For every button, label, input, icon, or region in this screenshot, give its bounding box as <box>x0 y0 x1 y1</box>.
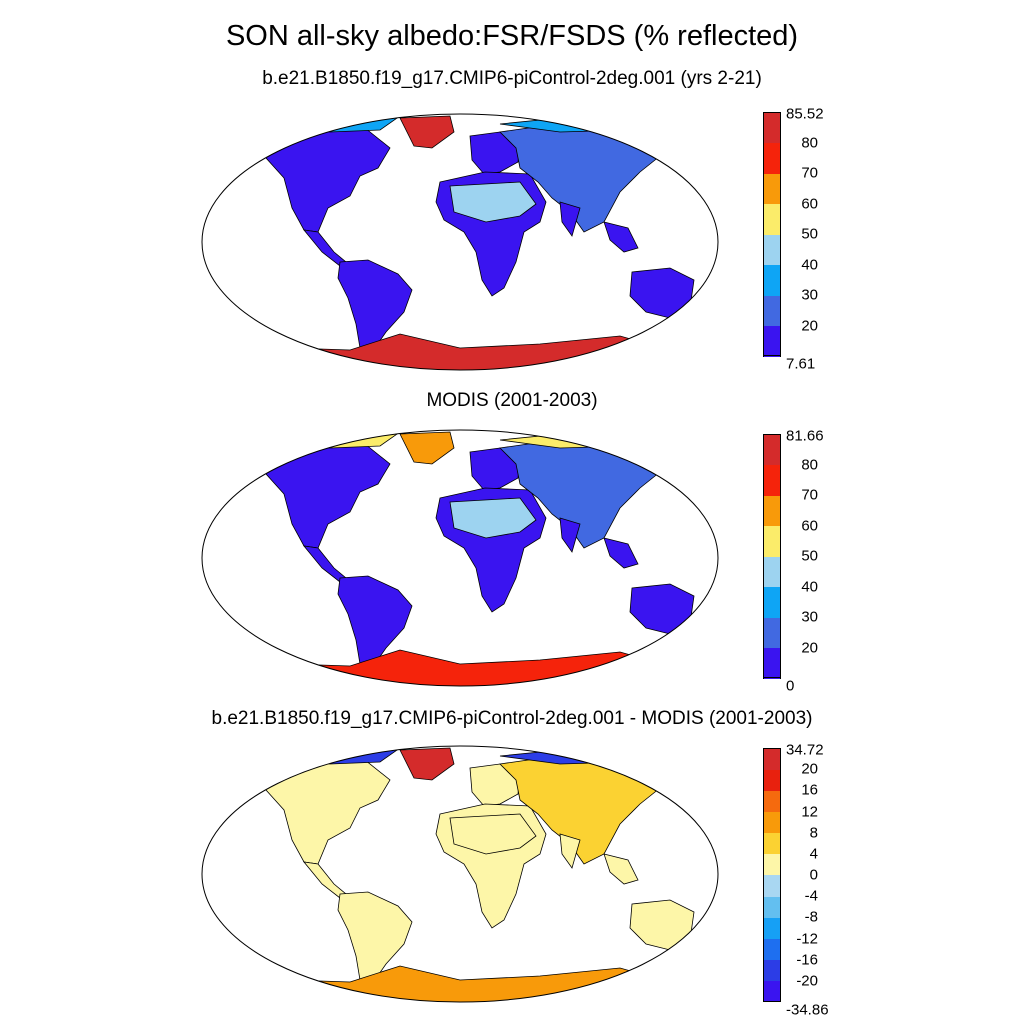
colorbar-tick-label: 60 <box>801 517 818 534</box>
australia <box>629 899 695 951</box>
colorbar-tick-label: 20 <box>801 639 818 656</box>
india <box>559 517 581 553</box>
colorbar-tick-label: 70 <box>801 486 818 504</box>
colorbar-tick-label: -16 <box>796 951 818 969</box>
colorbar-tick-label: 30 <box>801 286 818 304</box>
southeast-asia <box>603 853 639 885</box>
sahara-region <box>449 497 537 539</box>
central-america <box>303 861 347 899</box>
colorbar-tick-label: -4 <box>804 887 818 905</box>
central-america <box>303 229 347 267</box>
colorbar-tick-label: 0 <box>809 866 818 884</box>
panel-1-map <box>201 113 719 371</box>
figure-title: SON all-sky albedo:FSR/FSDS (% reflected… <box>225 20 799 52</box>
colorbar-tick-label: 81.66 <box>786 427 824 445</box>
colorbar-tick-label: -20 <box>796 972 818 990</box>
colorbar-tick-label: 20 <box>801 317 818 334</box>
map-boundary <box>201 745 719 1003</box>
map-boundary <box>201 429 719 687</box>
colorbar-tick-label: 20 <box>801 760 818 778</box>
colorbar-tick-label: 12 <box>801 803 818 820</box>
india <box>559 833 581 869</box>
panel-3-map <box>201 745 719 1003</box>
map-content <box>229 747 701 1002</box>
colorbar-tick-label: 7.61 <box>786 355 816 373</box>
colorbar-tick-label: 50 <box>801 225 818 243</box>
greenland <box>399 115 455 149</box>
colorbar-tick-label: 50 <box>801 547 818 565</box>
panel-2-map <box>201 429 719 687</box>
north-america <box>265 125 391 233</box>
colorbar-tick-label: 34.72 <box>786 741 824 759</box>
australia <box>629 583 695 635</box>
panel-1-colorbar <box>763 112 781 357</box>
colorbar-tick-label: -12 <box>796 930 818 947</box>
colorbar-tick-label: -8 <box>804 908 818 926</box>
panel-2-subtitle: MODIS (2001-2003) <box>426 390 598 411</box>
india <box>559 201 581 237</box>
antarctica <box>229 333 701 370</box>
antarctica <box>229 649 701 686</box>
colorbar-tick-label: -34.86 <box>786 1001 829 1019</box>
central-america <box>303 545 347 583</box>
map-boundary <box>201 113 719 371</box>
colorbar-tick-label: 60 <box>801 195 818 212</box>
colorbar-tick-label: 0 <box>786 677 795 695</box>
north-america <box>265 441 391 549</box>
sahara-region <box>449 181 537 223</box>
colorbar-tick-label: 70 <box>801 164 818 182</box>
greenland <box>399 431 455 465</box>
north-america <box>265 757 391 865</box>
colorbar-tick-label: 40 <box>801 578 818 595</box>
map-content <box>229 431 701 686</box>
southeast-asia <box>603 221 639 253</box>
antarctica <box>229 965 701 1002</box>
colorbar-tick-label: 16 <box>801 781 818 799</box>
panel-1-subtitle: b.e21.B1850.f19_g17.CMIP6-piControl-2deg… <box>262 68 762 89</box>
colorbar-tick-label: 85.52 <box>786 105 824 123</box>
map-content <box>229 115 701 370</box>
colorbar-tick-label: 30 <box>801 608 818 626</box>
panel-3-subtitle: b.e21.B1850.f19_g17.CMIP6-piControl-2deg… <box>211 708 813 729</box>
colorbar-tick-label: 40 <box>801 256 818 273</box>
sahara-region <box>449 813 537 855</box>
australia <box>629 267 695 319</box>
southeast-asia <box>603 537 639 569</box>
colorbar-tick-label: 8 <box>809 824 818 842</box>
colorbar-tick-label: 80 <box>801 134 818 151</box>
colorbar-tick-label: 4 <box>809 845 818 863</box>
colorbar-tick-label: 80 <box>801 456 818 473</box>
greenland <box>399 747 455 781</box>
